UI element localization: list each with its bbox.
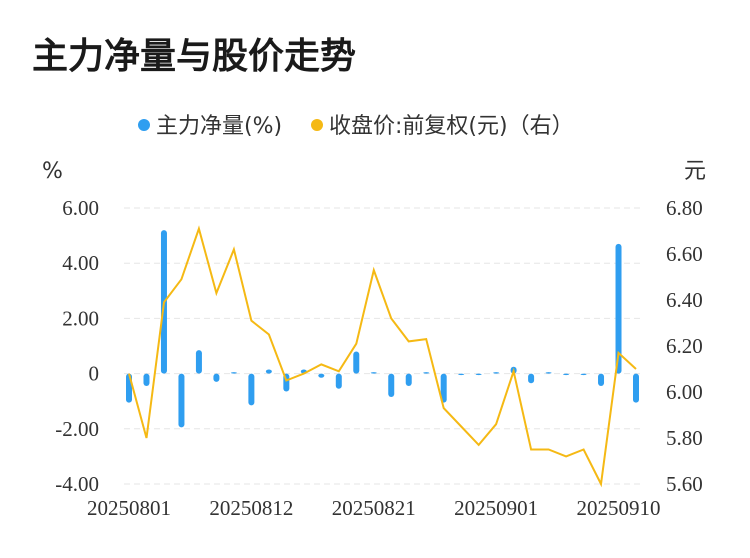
- x-tick-label: 20250910: [577, 496, 661, 520]
- net-flow-bar: [318, 373, 325, 378]
- net-flow-bar: [615, 243, 622, 374]
- left-tick-label: 2.00: [62, 306, 99, 330]
- net-flow-bar: [405, 373, 412, 387]
- left-tick-label: 6.00: [62, 196, 99, 220]
- right-tick-label: 6.00: [666, 380, 703, 404]
- left-tick-label: 0: [89, 362, 100, 386]
- right-axis-unit: 元: [684, 159, 706, 184]
- x-axis-ticks: 20250801 20250812 20250821 20250901 20250910: [87, 496, 661, 520]
- net-flow-bar: [458, 373, 465, 376]
- right-tick-label: 5.80: [666, 426, 703, 450]
- net-flow-bar: [388, 373, 395, 398]
- net-flow-bar: [213, 373, 220, 382]
- net-flow-bar: [633, 373, 639, 403]
- net-flow-bar: [493, 372, 500, 374]
- net-flow-bar: [475, 373, 482, 376]
- left-tick-label: -2.00: [55, 417, 99, 441]
- net-flow-bar: [178, 373, 185, 428]
- net-flow-bar: [423, 372, 430, 374]
- net-flow-bar: [248, 373, 255, 406]
- right-axis-ticks: 6.80 6.60 6.40 6.20 6.00 5.80 5.60: [666, 196, 703, 496]
- legend-marker-bars: [138, 119, 150, 131]
- x-tick-label: 20250812: [209, 496, 293, 520]
- legend-marker-line: [311, 119, 323, 131]
- left-axis-unit: %: [42, 159, 63, 184]
- x-tick-label: 20250801: [87, 496, 171, 520]
- left-tick-label: 4.00: [62, 251, 99, 275]
- net-flow-bar: [230, 372, 237, 374]
- legend: 主力净量(%) 收盘价:前复权(元)（右）: [138, 114, 574, 139]
- net-flow-bar: [353, 351, 360, 374]
- price-line: [128, 225, 637, 488]
- legend-label-line: 收盘价:前复权(元)（右）: [329, 114, 574, 139]
- right-tick-label: 6.40: [666, 288, 703, 312]
- net-flow-bar: [598, 373, 605, 387]
- net-flow-bar: [580, 373, 587, 376]
- right-tick-label: 6.60: [666, 242, 703, 266]
- chart-title: 主力净量与股价走势: [32, 36, 356, 77]
- net-flow-bar: [370, 372, 377, 374]
- legend-label-bars: 主力净量(%): [156, 114, 282, 139]
- right-tick-label: 5.60: [666, 472, 703, 496]
- right-tick-label: 6.20: [666, 334, 703, 358]
- net-flow-bar: [563, 373, 570, 376]
- left-axis-ticks: 6.00 4.00 2.00 0 -2.00 -4.00: [55, 196, 99, 496]
- net-flow-bar: [265, 369, 272, 374]
- net-flow-bar: [143, 373, 150, 387]
- x-tick-label: 20250901: [454, 496, 538, 520]
- gridlines: [124, 207, 640, 485]
- net-flow-bars: [126, 230, 639, 428]
- net-flow-bar: [528, 373, 535, 384]
- net-flow-bar: [335, 373, 342, 389]
- x-tick-label: 20250821: [332, 496, 416, 520]
- net-flow-bar: [440, 373, 447, 403]
- net-flow-bar: [195, 350, 202, 374]
- net-flow-bar: [545, 372, 552, 374]
- left-tick-label: -4.00: [55, 472, 99, 496]
- right-tick-label: 6.80: [666, 196, 703, 220]
